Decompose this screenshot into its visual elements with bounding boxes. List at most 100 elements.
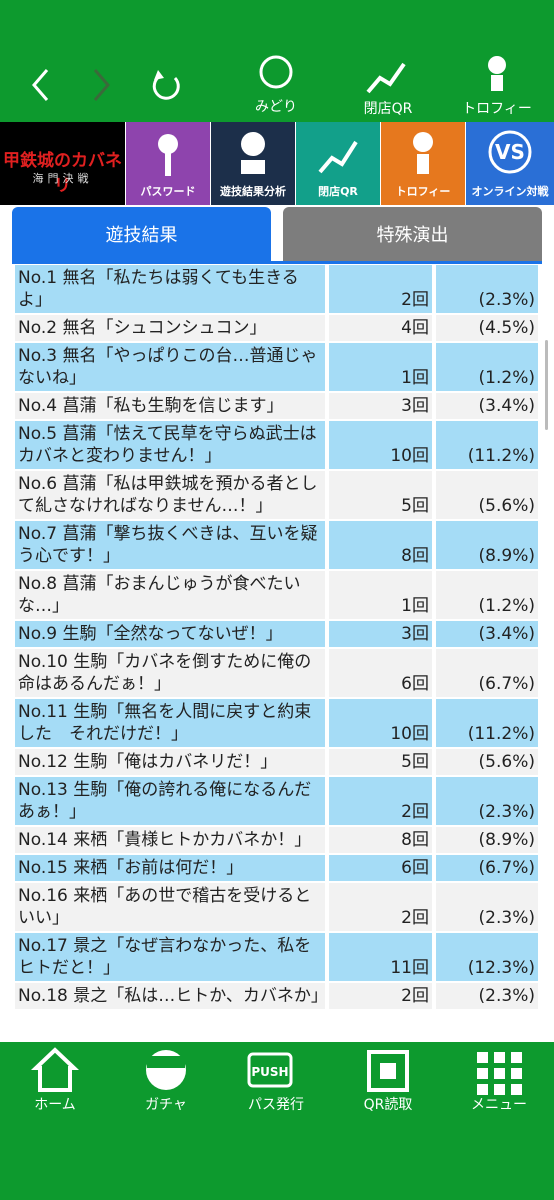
qr-read-icon[interactable] bbox=[367, 1050, 409, 1092]
reload[interactable] bbox=[152, 74, 180, 100]
row-count: 2回 bbox=[329, 883, 432, 931]
row-name: No.5 菖蒲「怯えて民草を守らぬ武士はカバネと変わりません！」 bbox=[15, 421, 325, 469]
menu-label: パスワード bbox=[140, 185, 196, 198]
table-row: No.13 生駒「俺の誇れる俺になるんだあぁ！」 2回 (2.3%) bbox=[15, 777, 538, 825]
back[interactable] bbox=[32, 69, 49, 101]
table-row: No.8 菖蒲「おまんじゅうが食べたいな…」 1回 (1.2%) bbox=[15, 571, 538, 619]
table-row: No.3 無名「やっぱりこの台…普通じゃないね」 1回 (1.2%) bbox=[15, 343, 538, 391]
row-count: 5回 bbox=[329, 471, 432, 519]
reload-head bbox=[154, 70, 164, 80]
nav-label[interactable]: トロフィー bbox=[462, 101, 532, 117]
content: 遊技結果 特殊演出 No.1 無名「私たちは弱くても生きるよ」 2回 (2.3%) N… bbox=[0, 205, 554, 1042]
row-percent: (11.2%) bbox=[436, 421, 538, 469]
tab-active[interactable]: 遊技結果 bbox=[12, 207, 271, 261]
menu-tile[interactable]: パスワード bbox=[126, 122, 210, 205]
row-count: 4回 bbox=[329, 315, 432, 341]
table-row: No.5 菖蒲「怯えて民草を守らぬ武士はカバネと変わりません！」 10回 (11.2… bbox=[15, 421, 538, 469]
row-percent: (6.7%) bbox=[436, 855, 538, 881]
row-percent: (4.5%) bbox=[436, 315, 538, 341]
home-icon[interactable] bbox=[30, 1047, 80, 1092]
push-text: PUSH bbox=[251, 1065, 288, 1079]
trophy-icon[interactable] bbox=[488, 56, 506, 74]
row-name: No.18 景之「私は…ヒトか、カバネか」 bbox=[15, 983, 328, 1009]
nav-label[interactable]: みどり bbox=[255, 99, 297, 115]
table-row: No.9 生駒「全然なってないぜ！」 3回 (3.4%) bbox=[15, 621, 538, 647]
row-count: 3回 bbox=[329, 393, 432, 419]
row-percent: (11.2%) bbox=[436, 699, 538, 747]
table-row: No.17 景之「なぜ言わなかった、私をヒトだと！」 11回 (12.3%) bbox=[15, 933, 538, 981]
menu-label: トロフィー bbox=[395, 185, 451, 198]
table-row: No.16 来栖「あの世で稽古を受けるといい」 2回 (2.3%) bbox=[15, 883, 538, 931]
icon bbox=[318, 140, 358, 174]
menu-icon[interactable] bbox=[477, 1052, 522, 1095]
row-percent: (3.4%) bbox=[436, 393, 538, 419]
row-percent: (8.9%) bbox=[436, 521, 538, 569]
table-row: No.18 景之「私は…ヒトか、カバネか」 2回 (2.3%) bbox=[15, 983, 538, 1009]
push-icon[interactable] bbox=[247, 1052, 293, 1088]
top-icons bbox=[32, 55, 506, 101]
row-count: 2回 bbox=[329, 265, 432, 313]
logo[interactable]: 甲鉄城のカバネリ 海門決戦 bbox=[0, 122, 125, 205]
row-name: No.6 菖蒲「私は甲鉄城を預かる者として糺さなければなりません…！」 bbox=[15, 471, 325, 519]
icon bbox=[241, 132, 265, 174]
table-row: No.4 菖蒲「私も生駒を信じます」 3回 (3.4%) bbox=[15, 393, 538, 419]
row-name: No.9 生駒「全然なってないぜ！」 bbox=[15, 621, 325, 647]
table-row: No.14 来栖「貴様ヒトかカバネか！」 8回 (8.9%) bbox=[15, 827, 538, 853]
row-name: No.3 無名「やっぱりこの台…普通じゃないね」 bbox=[15, 343, 325, 391]
row-count: 2回 bbox=[329, 983, 432, 1009]
tab-underline bbox=[12, 261, 542, 264]
tab[interactable]: 特殊演出 bbox=[283, 207, 542, 261]
logo-sub: 海門決戦 bbox=[32, 172, 93, 185]
row-name: No.11 生駒「無名を人間に戻すと約束した それだけだ！」 bbox=[15, 699, 325, 747]
menu-label: 閉店QR bbox=[318, 185, 358, 198]
row-name: No.17 景之「なぜ言わなかった、私をヒトだと！」 bbox=[15, 933, 325, 981]
qr-icon[interactable] bbox=[366, 62, 406, 94]
table-row: No.2 無名「シュコンシュコン」 4回 (4.5%) bbox=[15, 315, 538, 341]
footer-label[interactable]: ホーム bbox=[34, 1097, 76, 1113]
row-percent: (5.6%) bbox=[436, 471, 538, 519]
footer-label[interactable]: パス発行 bbox=[248, 1097, 304, 1113]
row-count: 10回 bbox=[329, 699, 432, 747]
icon bbox=[413, 132, 433, 174]
result-table: No.1 無名「私たちは弱くても生きるよ」 2回 (2.3%) No.2 無名「シュコ… bbox=[15, 265, 538, 1011]
row-count: 6回 bbox=[329, 855, 432, 881]
menu-tile[interactable]: 閉店QR bbox=[296, 122, 380, 205]
menu-label: オンライン対戦 bbox=[471, 185, 549, 198]
svg-text:VS: VS bbox=[495, 140, 525, 164]
row-count: 1回 bbox=[329, 571, 432, 619]
footer-label[interactable]: ガチャ bbox=[145, 1097, 187, 1113]
row-percent: (5.6%) bbox=[436, 749, 538, 775]
icon bbox=[158, 134, 178, 176]
table-row: No.1 無名「私たちは弱くても生きるよ」 2回 (2.3%) bbox=[15, 265, 538, 313]
table-row: No.15 来栖「お前は何だ！」 6回 (6.7%) bbox=[15, 855, 538, 881]
footer-icons: PUSH bbox=[30, 1047, 522, 1095]
footer-label[interactable]: QR読取 bbox=[363, 1097, 413, 1113]
row-percent: (2.3%) bbox=[436, 883, 538, 931]
qr-inner bbox=[380, 1063, 396, 1079]
row-count: 8回 bbox=[329, 521, 432, 569]
menu-tile[interactable]: トロフィー bbox=[381, 122, 465, 205]
row-count: 1回 bbox=[329, 343, 432, 391]
row-count: 2回 bbox=[329, 777, 432, 825]
row-name: No.12 生駒「俺はカバネリだ！」 bbox=[15, 749, 325, 775]
menu-tile[interactable]: 遊技結果分析 bbox=[211, 122, 295, 205]
row-percent: (6.7%) bbox=[436, 649, 538, 697]
menu-tile[interactable]: VS オンライン対戦 bbox=[466, 122, 554, 205]
row-percent: (1.2%) bbox=[436, 343, 538, 391]
row-name: No.10 生駒「カバネを倒すために俺の命はあるんだぁ！」 bbox=[15, 649, 325, 697]
forward[interactable] bbox=[93, 69, 110, 101]
scrollbar bbox=[545, 340, 548, 430]
row-percent: (1.2%) bbox=[436, 571, 538, 619]
nav-label[interactable]: 閉店QR bbox=[363, 101, 413, 117]
icon: VS bbox=[488, 130, 532, 174]
row-percent: (2.3%) bbox=[436, 265, 538, 313]
row-count: 6回 bbox=[329, 649, 432, 697]
gacha-top bbox=[147, 1056, 185, 1068]
row-count: 3回 bbox=[329, 621, 432, 647]
row-percent: (2.3%) bbox=[436, 777, 538, 825]
row-name: No.1 無名「私たちは弱くても生きるよ」 bbox=[15, 265, 325, 313]
trophy-body bbox=[491, 75, 503, 91]
footer-label[interactable]: メニュー bbox=[471, 1097, 527, 1113]
midori-icon[interactable] bbox=[259, 55, 293, 89]
